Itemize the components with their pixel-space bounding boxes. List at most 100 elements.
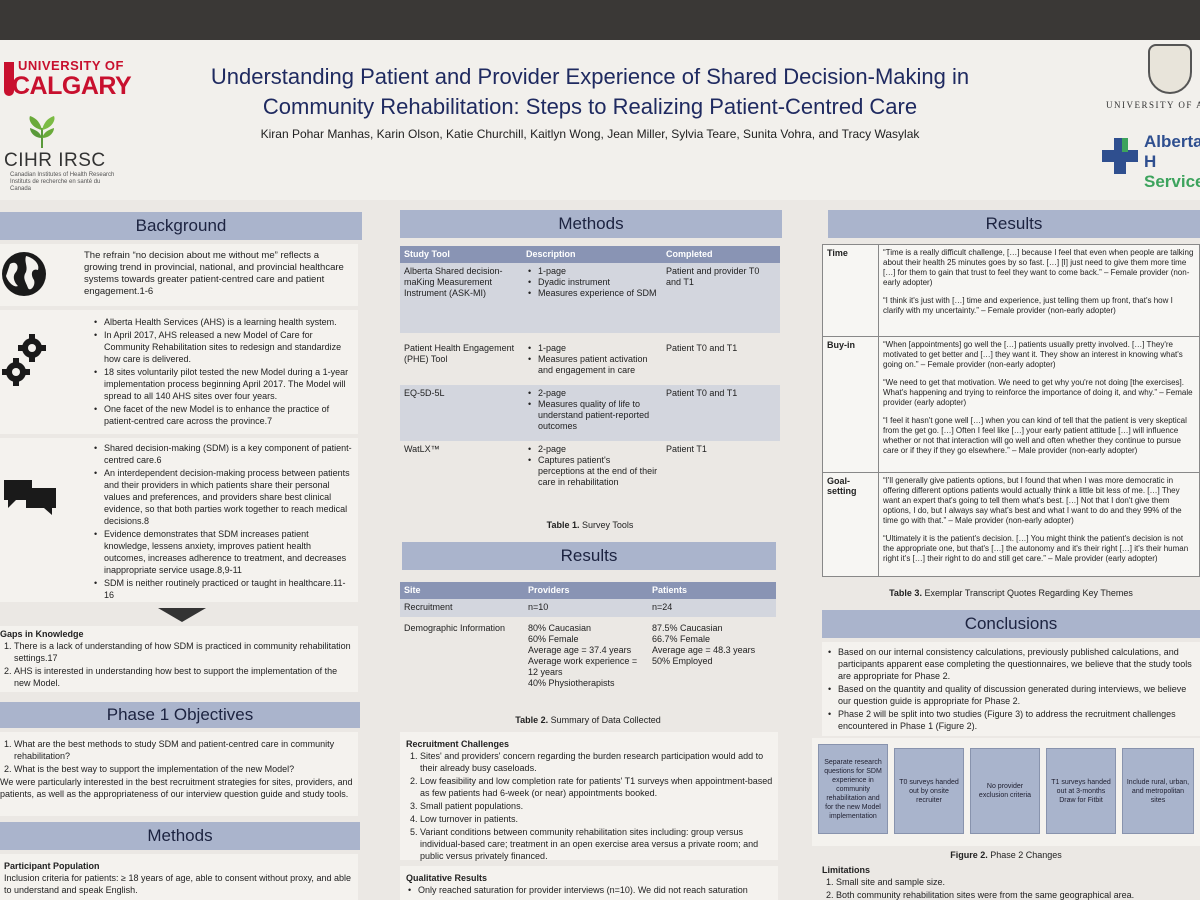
table-cell: WatLX™ (404, 444, 440, 454)
list-item: Sites' and providers' concern regarding … (420, 750, 774, 774)
list-item: Shared decision-making (SDM) is a key co… (92, 442, 354, 466)
table-cell: Patient T0 and T1 (666, 343, 738, 353)
list-item: Small site and sample size. (836, 876, 1198, 888)
table-cell: n=24 (648, 599, 776, 617)
table-row: Recruitment n=10 n=24 (400, 599, 776, 617)
arrow-down-icon (158, 608, 206, 622)
table-header: Site (400, 582, 524, 599)
table-header: Study Tool (400, 246, 522, 263)
limitations: Limitations Small site and sample size. … (822, 864, 1198, 900)
theme-label: Goal-setting (822, 472, 879, 577)
list-item: 2-page (526, 444, 658, 455)
table-row: Demographic Information 80% Caucasian 60… (400, 617, 776, 693)
list-item: 1-page (526, 343, 658, 354)
list-item: Measures experience of SDM (526, 288, 658, 299)
population-title: Participant Population (4, 861, 100, 871)
phase2-change-box: T0 surveys handed out by onsite recruite… (894, 748, 964, 834)
recruitment-challenges-panel (400, 732, 778, 860)
table-cell: 80% Caucasian 60% Female Average age = 3… (528, 623, 638, 688)
table-header: Description (522, 246, 662, 263)
table2-caption: Table 2. Summary of Data Collected (515, 715, 661, 725)
table-row: Alberta Shared decision-maKing Measureme… (400, 263, 780, 333)
table-cell: 1-page Dyadic instrument Measures experi… (522, 263, 662, 333)
table-cell: Patient T0 and T1 (662, 385, 780, 441)
uc-logo-small: UNIVERSITY OF (18, 58, 124, 73)
gaps-in-knowledge: Gaps in Knowledge There is a lack of und… (0, 628, 354, 690)
uc-shield-icon (4, 62, 14, 96)
list-item: Based on the quantity and quality of dis… (826, 683, 1194, 707)
cihr-logo-subtext: Canadian Institutes of Health Research I… (10, 172, 115, 192)
table-row: Patient Health Engagement (PHE) Tool 1-p… (400, 333, 780, 385)
table-cell: Patient T1 (666, 444, 707, 454)
poster-header (0, 40, 1200, 200)
table-cell: “Time is a really difficult challenge, [… (878, 244, 1200, 337)
qualitative-results: Qualitative Results Only reached saturat… (406, 872, 774, 897)
table-cell: Patient and provider T0 and T1 (662, 263, 780, 333)
table-row: WatLX™ 2-page Captures patient's percept… (400, 441, 780, 497)
table-header-row: Study Tool Description Completed (400, 246, 780, 263)
survey-tools-table: Study Tool Description Completed Alberta… (400, 246, 780, 497)
list-item: One facet of the new Model is to enhance… (92, 403, 354, 427)
table-header: Patients (648, 582, 776, 599)
table-cell: 1-page Measures patient activation and e… (522, 333, 662, 385)
table-cell: Patient Health Engagement (PHE) Tool (404, 343, 515, 364)
globe-icon (2, 252, 46, 296)
list-item: Measures patient activation and engageme… (526, 354, 658, 376)
cihr-logo: CIHR IRSC Canadian Institutes of Health … (4, 110, 124, 192)
phase1-panel (0, 732, 358, 816)
methods-left-panel (0, 854, 358, 900)
phase2-change-box: Include rural, urban, and metropolitan s… (1122, 748, 1194, 834)
table1-caption: Table 1. Survey Tools (546, 520, 634, 530)
poster-title-line1: Understanding Patient and Provider Exper… (210, 64, 970, 89)
table-cell: Demographic Information (404, 623, 506, 633)
ahs-cross-icon (1102, 138, 1138, 174)
table-row: EQ-5D-5L 2-page Measures quality of life… (400, 385, 780, 441)
alberta-health-services-logo: Alberta H Services (1100, 128, 1200, 191)
list-item: What is the best way to support the impl… (14, 763, 356, 775)
list-item: 18 sites voluntarily pilot tested the ne… (92, 366, 354, 402)
table-cell: Recruitment (400, 599, 524, 617)
theme-label: Time (822, 244, 879, 337)
table-cell: “I'll generally give patients options, b… (878, 472, 1200, 577)
cihr-logo-text: CIHR IRSC (4, 150, 106, 171)
results-mid-heading: Results (402, 542, 776, 570)
list-item: AHS is interested in understanding how b… (14, 665, 354, 689)
background-intro: The refrain “no decision about me withou… (84, 250, 344, 297)
background-ahs-list: Alberta Health Services (AHS) is a learn… (92, 316, 354, 428)
gaps-panel (0, 626, 358, 692)
table3-caption: Table 3. Exemplar Transcript Quotes Rega… (889, 588, 1133, 598)
recruitment-challenges: Recruitment Challenges Sites' and provid… (406, 738, 774, 863)
chat-bubbles-icon (4, 480, 56, 515)
phase1-objectives: What are the best methods to study SDM a… (0, 738, 356, 800)
table-header-row: Site Providers Patients (400, 582, 776, 599)
limitations-title: Limitations (822, 865, 871, 875)
list-item: 1-page (526, 266, 658, 277)
table-cell: EQ-5D-5L (400, 385, 522, 441)
list-item: Captures patient's perceptions at the en… (526, 455, 658, 488)
theme-label: Buy-in (822, 336, 879, 473)
data-collected-table: Site Providers Patients Recruitment n=10… (400, 582, 776, 693)
list-item: Dyadic instrument (526, 277, 658, 288)
table-cell: “When [appointments] go well the […] pat… (878, 336, 1200, 473)
list-item: An interdependent decision-making proces… (92, 467, 354, 527)
background-intro-panel (0, 244, 358, 306)
phase2-change-box: Separate research questions for SDM expe… (818, 744, 888, 834)
table-cell: Alberta Shared decision-maKing Measureme… (400, 263, 522, 333)
conclusions-heading: Conclusions (822, 610, 1200, 638)
list-item: Both community rehabilitation sites were… (836, 889, 1198, 900)
table-cell: 2-page Captures patient's perceptions at… (522, 441, 662, 497)
cihr-leaf-icon (29, 116, 55, 148)
figure2-caption: Figure 2. Phase 2 Changes (950, 850, 1062, 860)
list-item: SDM is neither routinely practiced or ta… (92, 577, 354, 601)
background-sdm-list: Shared decision-making (SDM) is a key co… (92, 442, 354, 602)
table-cell: 87.5% Caucasian 66.7% Female Average age… (652, 623, 756, 666)
quotes-table: Time “Time is a really difficult challen… (822, 244, 1200, 577)
participant-population: Participant Population Inclusion criteri… (4, 860, 354, 896)
list-item: What are the best methods to study SDM a… (14, 738, 356, 762)
list-item: 2-page (526, 388, 658, 399)
list-item: Low turnover in patients. (420, 813, 774, 825)
poster-title-line2: Community Rehabilitation: Steps to Reali… (262, 94, 918, 119)
table-row: Goal-setting “I'll generally give patien… (822, 472, 1200, 577)
photo-top-wall (0, 0, 1200, 40)
qual-title: Qualitative Results (406, 873, 488, 883)
